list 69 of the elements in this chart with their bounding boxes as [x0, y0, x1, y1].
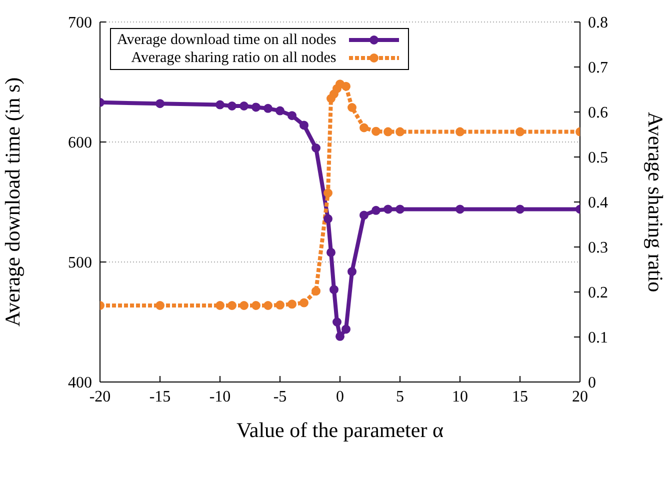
point	[348, 103, 356, 112]
x-tick-label: -20	[89, 388, 111, 406]
y2-tick-label: 0.2	[588, 284, 608, 302]
point	[332, 318, 342, 326]
point	[264, 104, 272, 113]
y2-tick-label: 0	[588, 374, 596, 392]
point	[372, 206, 380, 215]
x-tick-label: 20	[572, 388, 588, 406]
point	[228, 301, 236, 310]
x-tick-label: 0	[336, 388, 344, 406]
x-tick-label: -15	[149, 388, 171, 406]
point	[324, 214, 332, 224]
y-tick-label: 700	[68, 14, 92, 32]
legend-label: Average sharing ratio on all nodes	[131, 49, 336, 67]
point	[240, 301, 248, 310]
y2-tick-label: 0.1	[588, 330, 608, 347]
point	[252, 102, 260, 112]
point	[342, 324, 350, 334]
point	[348, 267, 356, 276]
point	[384, 127, 392, 136]
y2-axis-title: Average sharing ratio	[644, 112, 667, 292]
point	[216, 301, 224, 310]
point	[216, 100, 224, 110]
point	[396, 204, 404, 214]
point	[324, 188, 332, 198]
point	[300, 298, 308, 308]
point	[228, 102, 236, 110]
y2-tick-label: 0.4	[588, 194, 608, 212]
point	[240, 102, 248, 110]
y2-tick-label: 0.5	[588, 150, 608, 167]
point	[276, 300, 284, 310]
x-tick-label: 15	[512, 388, 528, 406]
legend-label: Average download time on all nodes	[117, 31, 336, 49]
point	[336, 332, 344, 341]
point	[456, 204, 464, 214]
y2-tick-label: 0.6	[588, 104, 608, 122]
point	[288, 300, 296, 309]
point	[360, 123, 368, 132]
y-tick-label: 400	[68, 374, 92, 392]
y2-tick-label: 0.7	[588, 60, 608, 77]
point	[384, 204, 392, 214]
point	[330, 285, 338, 294]
point	[516, 127, 524, 136]
point	[276, 106, 284, 116]
point	[156, 99, 164, 108]
point	[156, 301, 164, 310]
point	[288, 111, 296, 120]
y2-tick-label: 0.3	[588, 240, 608, 257]
point	[312, 286, 320, 296]
point	[252, 301, 260, 310]
point	[516, 204, 524, 214]
y2-tick-label: 0.8	[588, 14, 608, 32]
point	[300, 120, 308, 130]
point	[372, 126, 380, 136]
x-axis-title: Value of the parameter α	[236, 418, 444, 442]
point	[312, 144, 320, 152]
point	[264, 301, 272, 310]
x-tick-label: -10	[209, 388, 231, 406]
point	[326, 248, 336, 257]
x-tick-label: -5	[273, 388, 287, 406]
x-tick-label: 5	[396, 388, 404, 406]
y-axis-title: Average download time (in s)	[0, 77, 24, 327]
y-tick-label: 600	[68, 134, 92, 152]
point	[396, 127, 404, 136]
x-tick-label: 10	[452, 388, 468, 406]
point	[360, 210, 368, 220]
point	[456, 127, 464, 136]
point	[342, 82, 350, 91]
y-tick-label: 500	[68, 254, 92, 272]
